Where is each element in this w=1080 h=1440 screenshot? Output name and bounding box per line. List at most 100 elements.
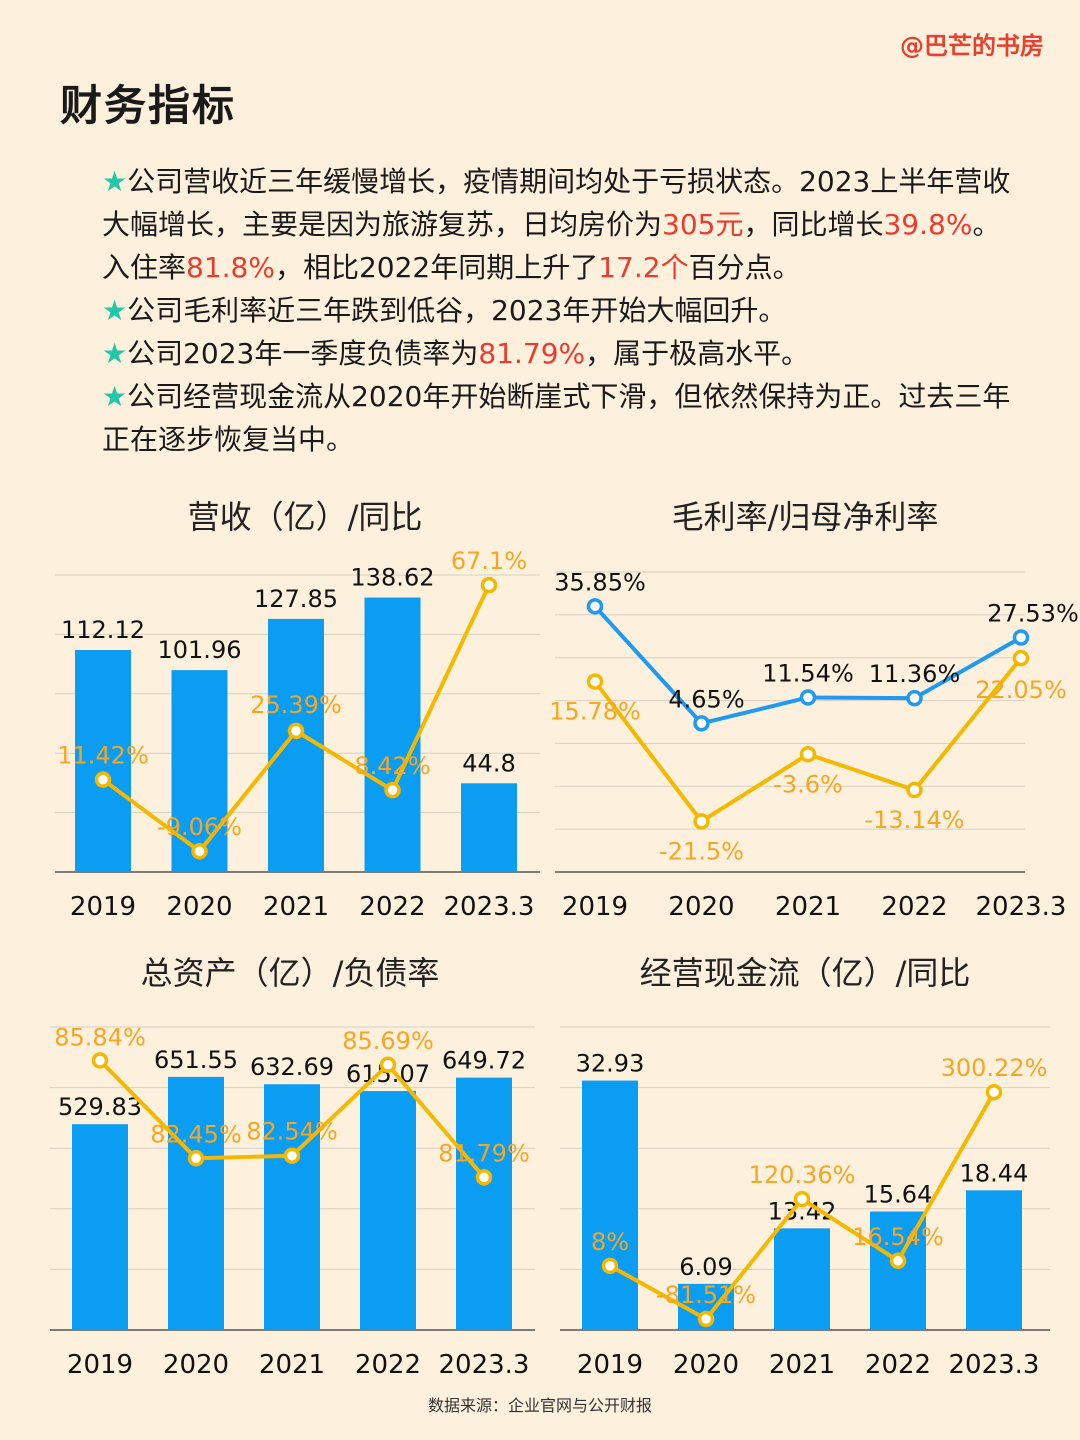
x-tick-label: 2023.3 [439,1350,530,1380]
chart-margins: 2019 2020 2021 2022 2023.3 15.78% -21.5% -3.6%-… [549,568,1079,922]
bar [360,1091,416,1330]
summary-paragraph: ★公司毛利率近三年跌到低谷，2023年开始大幅回升。 [102,289,1022,332]
bar [171,670,228,872]
x-tick-label: 2019 [67,1350,133,1380]
highlight-value: 81.8% [186,251,275,284]
line-value-label: 11.36% [869,660,961,688]
data-point [283,1147,301,1164]
chart-title-assets: 总资产（亿）/负债率 [140,954,440,992]
line-value-label: 16.54% [852,1223,944,1251]
summary-text: ★公司营收近三年缓慢增长，疫情期间均处于亏损状态。2023上半年营收大幅增长，主… [102,160,1022,461]
bar [72,1124,128,1330]
data-point [475,1169,493,1186]
line-value-label: 82.54% [246,1118,338,1146]
line-value-label: -9.06% [157,813,242,841]
bar-value-label: 15.64 [864,1181,933,1209]
data-point [889,1252,907,1270]
data-point [586,598,604,615]
x-tick-label: 2021 [259,1350,325,1380]
line-value-label: 8% [591,1228,629,1256]
x-tick-label: 2021 [775,892,841,922]
data-point [906,689,923,707]
chart-title-margins: 毛利率/归母净利率 [671,498,939,536]
x-tick-label: 2019 [577,1350,643,1380]
summary-paragraph: ★公司2023年一季度负债率为81.79%，属于极高水平。 [102,332,1022,375]
summary-segment: 百分点。 [688,251,801,284]
x-tick-label: 2023.3 [976,892,1067,922]
highlight-value: 39.8% [883,208,973,241]
bar-value-label: 32.93 [576,1050,645,1078]
x-tick-label: 2021 [769,1350,835,1380]
line-value-label: 82.45% [150,1120,242,1148]
data-point [586,673,604,690]
x-tick-label: 2021 [263,892,329,922]
bar [168,1076,224,1330]
chart-title-revenue: 营收（亿）/同比 [187,498,423,536]
line-value-label: 22.05% [975,676,1067,704]
x-tick-label: 2022 [359,892,425,922]
bar-value-label: 127.85 [254,585,338,613]
summary-segment: 公司2023年一季度负债率为 [127,337,479,370]
data-point [91,1052,109,1069]
line-value-label: 85.69% [342,1027,434,1055]
bar-value-label: 44.8 [462,749,515,777]
line-value-label: 11.54% [762,659,854,687]
line-value-label: 300.22% [941,1054,1048,1082]
data-point [693,715,710,732]
line-value-label: 120.36% [749,1161,856,1189]
data-point [94,771,112,788]
star-icon: ★ [102,337,128,370]
summary-segment: ，同比增长 [743,208,884,241]
data-point [191,842,208,860]
summary-segment: 。入住率 [102,208,1001,284]
page-title: 财务指标 [60,81,237,130]
x-tick-label: 2023.3 [949,1350,1040,1380]
data-point [1012,649,1030,667]
chart-cashflow: 2019 2020 2021 2022 2023.332.936.0913.4215.6… [560,1026,1050,1380]
x-tick-label: 2023.3 [444,892,535,922]
data-point [799,746,817,763]
data-point [693,813,710,830]
highlight-value: 305元 [662,208,744,241]
bar-value-label: 101.96 [158,636,242,664]
line-value-label: 81.79% [438,1139,530,1167]
line-value-label: 35.85% [554,568,646,596]
x-tick-label: 2022 [355,1350,421,1380]
bar [264,1084,320,1330]
bar [582,1080,638,1330]
summary-paragraph: ★公司营收近三年缓慢增长，疫情期间均处于亏损状态。2023上半年营收大幅增长，主… [102,160,1022,289]
data-point [799,689,817,706]
line-value-label: -13.14% [864,806,964,834]
line-value-label: 27.53% [987,600,1079,628]
bar [461,783,517,872]
summary-segment: 公司经营现金流从2020年开始断崖式下滑，但依然保持为正。过去三年正在逐步恢复当… [102,380,1011,456]
x-tick-label: 2019 [70,892,136,922]
data-point [1012,629,1030,646]
bar [268,618,324,872]
x-tick-label: 2020 [163,1350,229,1380]
x-tick-label: 2020 [668,892,734,922]
chart-assets: 2019 2020 2021 2022 2023.3 529.83 651.55 632.69… [50,1023,535,1380]
bar [456,1077,512,1330]
data-point [187,1150,205,1167]
highlight-value: 81.79% [478,337,586,370]
summary-segment: ，相比2022年同期上升了 [274,251,599,284]
watermark: @巴芒的书房 [900,32,1044,60]
bar-value-label: 138.62 [351,564,435,592]
data-point [985,1083,1003,1101]
x-tick-label: 2022 [865,1350,931,1380]
summary-segment: ，属于极高水平。 [585,337,810,370]
star-icon: ★ [102,165,128,198]
chart-revenue: 2019 2020 2021 2022 2023.3 112.12 101.96 127.85… [55,547,540,922]
x-tick-label: 2019 [562,892,628,922]
chart-title-cashflow: 经营现金流（亿）/同比 [639,954,971,992]
data-point [379,1056,397,1074]
highlight-value: 17.2个 [598,251,689,284]
summary-segment: 公司毛利率近三年跌到低谷，2023年开始大幅回升。 [127,294,787,327]
data-point [384,781,401,799]
bar-value-label: 632.69 [250,1053,334,1081]
line-value-label: 85.84% [54,1023,146,1051]
bar [774,1228,830,1330]
data-point [906,781,923,799]
bar [75,650,131,872]
